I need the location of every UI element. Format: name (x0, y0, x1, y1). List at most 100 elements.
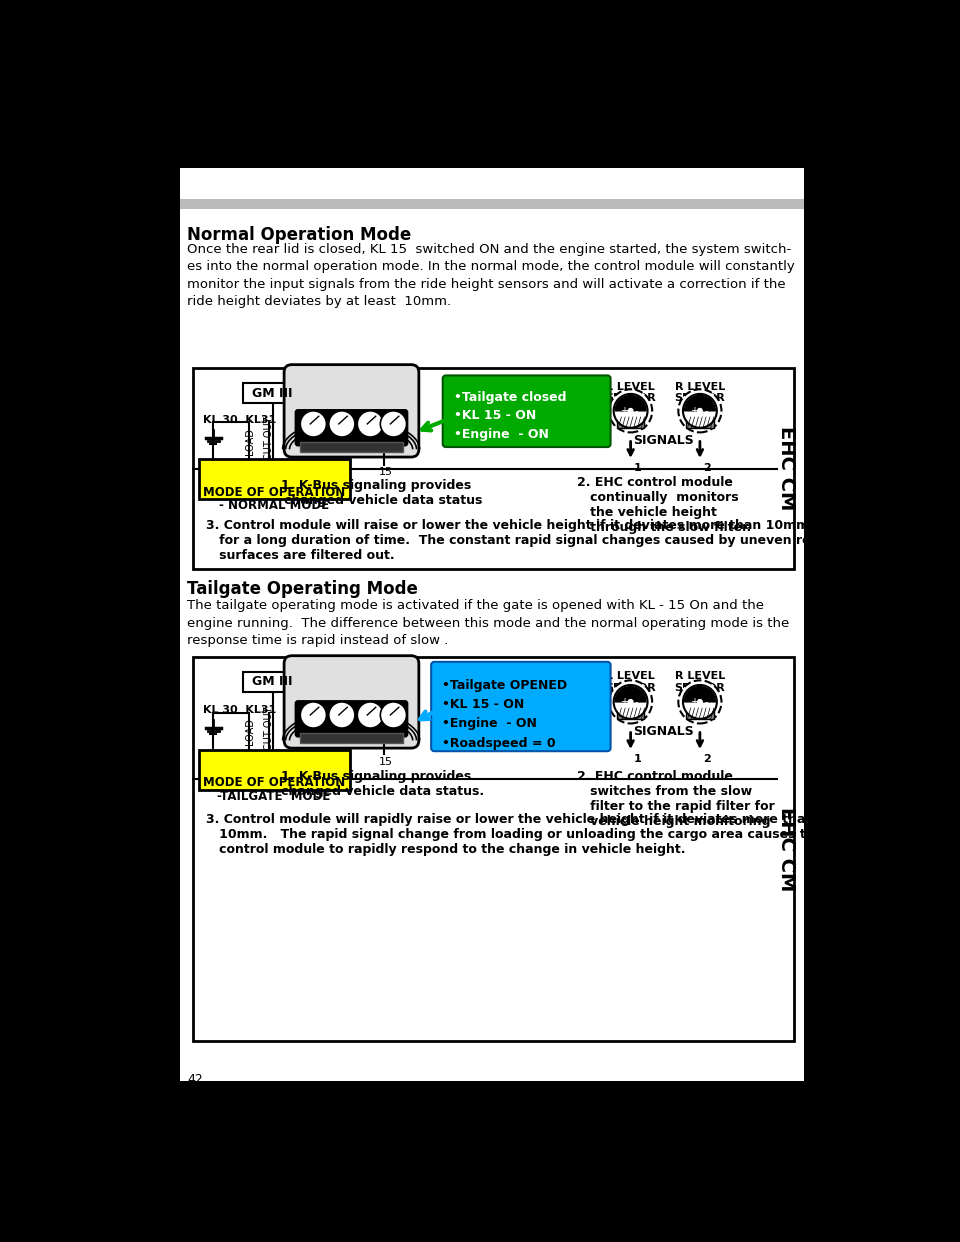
Text: LOAD: LOAD (245, 718, 255, 745)
FancyBboxPatch shape (200, 750, 349, 790)
Text: MODE OF OPERATION: MODE OF OPERATION (203, 486, 346, 498)
FancyBboxPatch shape (243, 672, 302, 692)
Text: L LEVEL
SENSOR: L LEVEL SENSOR (605, 381, 656, 404)
Wedge shape (684, 687, 715, 702)
Text: 2: 2 (703, 754, 710, 764)
Text: 6: 6 (246, 758, 252, 768)
FancyBboxPatch shape (284, 656, 419, 748)
Text: 42: 42 (187, 1073, 203, 1086)
Circle shape (698, 409, 702, 414)
Circle shape (679, 389, 722, 432)
Text: 6: 6 (246, 467, 252, 477)
FancyBboxPatch shape (616, 708, 644, 719)
Circle shape (679, 681, 722, 723)
Circle shape (300, 411, 326, 437)
FancyBboxPatch shape (284, 365, 419, 457)
FancyBboxPatch shape (686, 708, 713, 719)
Circle shape (698, 699, 702, 704)
Circle shape (380, 702, 406, 728)
Text: L LEVEL
SENSOR: L LEVEL SENSOR (605, 671, 656, 693)
Text: GM III: GM III (252, 676, 293, 688)
Text: •Tailgate OPENED: •Tailgate OPENED (442, 679, 567, 692)
Text: •KL 15 - ON: •KL 15 - ON (442, 698, 524, 712)
Wedge shape (615, 395, 646, 411)
Circle shape (357, 411, 383, 437)
FancyBboxPatch shape (296, 410, 407, 446)
Text: 1: 1 (634, 463, 641, 473)
FancyBboxPatch shape (686, 417, 713, 427)
Text: 22: 22 (204, 467, 218, 477)
FancyBboxPatch shape (243, 383, 302, 404)
Text: 22: 22 (204, 758, 218, 768)
FancyBboxPatch shape (193, 657, 794, 1041)
Text: •Roadspeed = 0: •Roadspeed = 0 (442, 737, 556, 750)
Text: 2. EHC control module
   continually  monitors
   the vehicle height
   through : 2. EHC control module continually monito… (577, 476, 751, 534)
Text: 3. Control module will raise or lower the vehicle height if it deviates more tha: 3. Control module will raise or lower th… (205, 519, 828, 561)
Text: 15: 15 (379, 467, 393, 477)
Text: EHC CM: EHC CM (777, 426, 796, 510)
Text: R LEVEL
SENSOR: R LEVEL SENSOR (675, 671, 725, 693)
FancyBboxPatch shape (180, 168, 804, 199)
Text: 10: 10 (263, 758, 277, 768)
Text: +: + (620, 697, 629, 707)
Text: 3. Control module will rapidly raise or lower the vehicle height if it deviates : 3. Control module will rapidly raise or … (205, 812, 823, 856)
Text: +: + (689, 697, 698, 707)
Circle shape (300, 702, 326, 728)
Text: •Engine  - ON: •Engine - ON (442, 718, 537, 730)
Text: -: - (635, 406, 638, 416)
Circle shape (328, 702, 355, 728)
Text: -TAILGATE  MODE: -TAILGATE MODE (218, 790, 330, 802)
Text: SIGNALS: SIGNALS (634, 725, 694, 738)
FancyBboxPatch shape (443, 375, 611, 447)
Text: K BUS: K BUS (380, 424, 390, 452)
Text: 15: 15 (379, 758, 393, 768)
Text: KL 30  KL31: KL 30 KL31 (204, 415, 276, 425)
FancyBboxPatch shape (300, 442, 403, 452)
Text: -: - (705, 406, 708, 416)
Text: •Engine  - ON: •Engine - ON (453, 427, 548, 441)
Text: +: + (689, 406, 698, 416)
FancyBboxPatch shape (200, 460, 349, 499)
Circle shape (609, 389, 652, 432)
Circle shape (357, 702, 383, 728)
Text: LOAD: LOAD (245, 428, 255, 455)
Text: •KL 15 - ON: •KL 15 - ON (453, 410, 536, 422)
Text: KL 30  KL31: KL 30 KL31 (204, 705, 276, 715)
Circle shape (380, 411, 406, 437)
Text: 10: 10 (263, 467, 277, 477)
FancyBboxPatch shape (180, 199, 804, 209)
Circle shape (628, 409, 633, 414)
Text: EHC CM: EHC CM (777, 807, 796, 892)
Text: K BUS: K BUS (380, 713, 390, 743)
Wedge shape (615, 687, 646, 702)
Text: CUT OUT: CUT OUT (264, 707, 275, 750)
Text: 2. EHC control module
   switches from the slow
   filter to the rapid filter fo: 2. EHC control module switches from the … (577, 770, 775, 827)
Text: 1. K-Bus signaling provides
   changed vehicle data status.: 1. K-Bus signaling provides changed vehi… (269, 770, 485, 797)
Text: 1. K-Bus signaling provides
   changed vehicle data status: 1. K-Bus signaling provides changed vehi… (271, 478, 482, 507)
FancyBboxPatch shape (616, 417, 644, 427)
Text: 1: 1 (634, 754, 641, 764)
FancyBboxPatch shape (296, 702, 407, 737)
Text: Once the rear lid is closed, KL 15  switched ON and the engine started, the syst: Once the rear lid is closed, KL 15 switc… (187, 243, 795, 308)
Text: carmanualsonline.info: carmanualsonline.info (681, 1103, 796, 1113)
Text: Tailgate Operating Mode: Tailgate Operating Mode (187, 580, 418, 599)
Text: R LEVEL
SENSOR: R LEVEL SENSOR (675, 381, 725, 404)
Circle shape (613, 684, 648, 719)
Text: 2: 2 (703, 463, 710, 473)
FancyBboxPatch shape (300, 734, 403, 743)
Circle shape (328, 411, 355, 437)
Text: -: - (635, 697, 638, 707)
Text: MODE OF OPERATION: MODE OF OPERATION (203, 776, 346, 789)
Circle shape (613, 394, 648, 427)
Text: Normal Operation Mode: Normal Operation Mode (187, 226, 411, 243)
FancyBboxPatch shape (431, 662, 611, 751)
FancyBboxPatch shape (180, 1052, 804, 1081)
Text: •Tailgate closed: •Tailgate closed (453, 391, 566, 404)
Text: SIGNALS: SIGNALS (634, 433, 694, 447)
Text: - NORMAL MODE: - NORMAL MODE (219, 499, 329, 513)
Text: CUT OUT: CUT OUT (264, 416, 275, 460)
Text: +: + (620, 406, 629, 416)
Circle shape (628, 699, 633, 704)
Wedge shape (684, 395, 715, 411)
Text: GM III: GM III (252, 386, 293, 400)
